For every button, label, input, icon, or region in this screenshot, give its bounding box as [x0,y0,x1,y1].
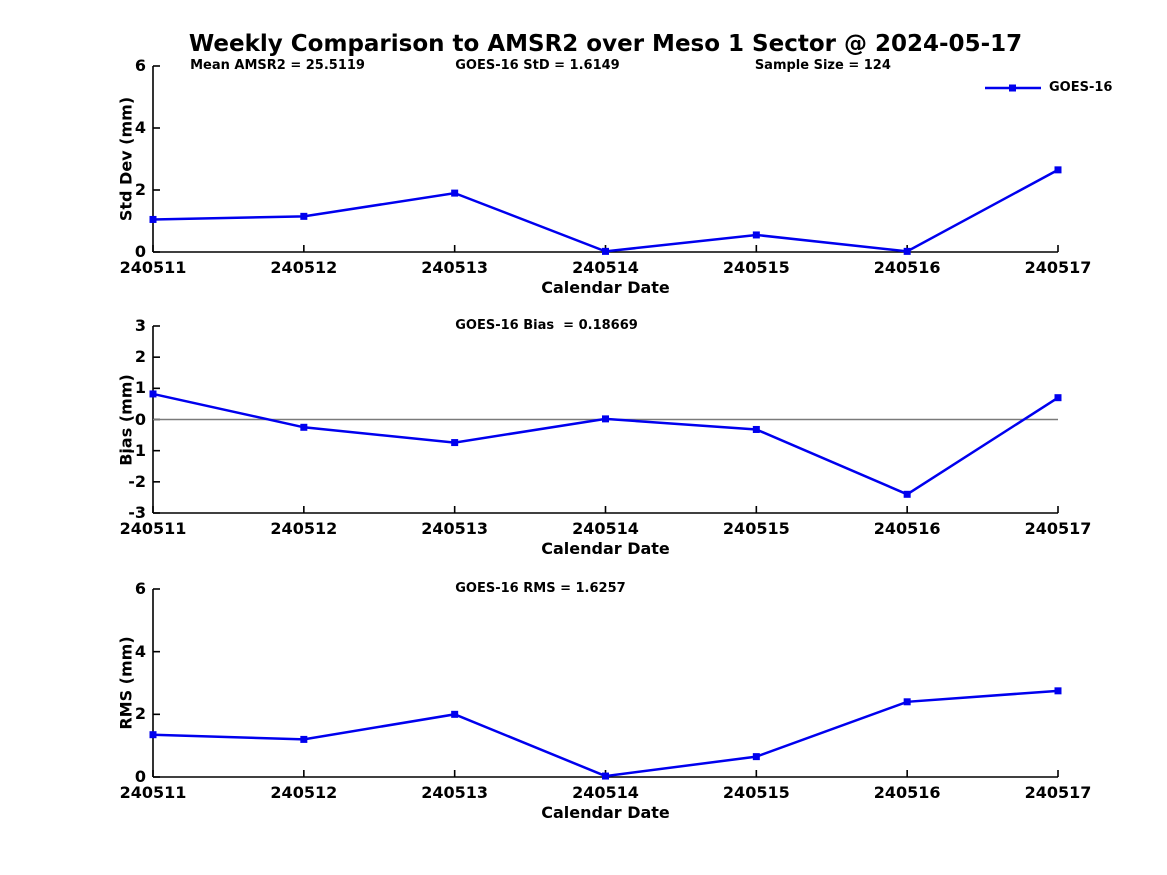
series-line-goes-16 [152,392,1059,496]
data-point-marker [1054,687,1062,695]
y-tick-label: 6 [134,579,146,598]
x-tick-label: 240513 [421,783,489,802]
chart-3 [149,588,1062,780]
y-tick-label: 4 [134,118,146,137]
y-tick-label: 3 [134,316,146,335]
y-tick-label: 6 [134,56,146,75]
x-tick-label: 240512 [270,258,338,277]
figure-title: Weekly Comparison to AMSR2 over Meso 1 S… [188,31,1023,57]
x-tick-label: 240517 [1024,519,1092,538]
y-tick-label: -1 [128,440,146,460]
data-point-marker [752,425,760,433]
legend: GOES-16 [985,80,1112,95]
data-point-marker [903,490,911,498]
x-axis-label: Calendar Date [541,278,670,297]
x-tick-label: 240515 [722,519,790,538]
data-point-marker [300,423,308,431]
data-point-marker [149,731,157,739]
y-axis-label: Bias (mm) [116,373,136,466]
data-point-marker [451,710,459,718]
x-tick-label: 240512 [270,783,338,802]
y-tick-label: 0 [134,242,146,261]
y-tick-label: 2 [134,180,146,199]
y-tick-label: 0 [134,767,146,786]
data-point-marker [149,215,157,223]
x-tick-label: 240514 [572,783,639,802]
y-tick-label: 0 [134,409,146,429]
x-tick-label: 240514 [572,519,639,538]
data-point-marker [451,189,459,197]
y-tick-label: 4 [134,641,146,661]
data-point-marker [903,247,911,255]
data-point-marker [149,390,157,398]
x-tick-label: 240516 [873,519,941,538]
data-point-marker [602,772,609,780]
data-point-marker [903,698,911,706]
chart-1 [149,65,1062,255]
annotation: Mean AMSR2 = 25.5119 [190,58,365,73]
series-line-goes-16 [152,689,1059,778]
x-tick-label: 240517 [1024,258,1092,277]
x-tick-label: 240516 [873,783,941,802]
y-tick-label: 1 [134,378,146,398]
x-axis-label: Calendar Date [541,803,670,822]
chart-2 [149,325,1062,514]
data-point-marker [752,231,760,239]
y-axis-label: RMS (mm) [116,636,136,730]
annotation: Sample Size = 124 [754,58,891,73]
y-tick-label: 2 [134,347,146,367]
x-tick-label: 240511 [119,258,187,277]
data-point-marker [602,415,609,423]
data-point-marker [300,735,308,743]
data-point-marker [451,439,459,447]
x-tick-label: 240516 [873,258,941,277]
annotation: GOES-16 RMS = 1.6257 [455,581,626,596]
data-point-marker [1054,394,1062,402]
x-tick-label: 240512 [270,519,338,538]
data-point-marker [602,247,609,255]
legend-line-sample [985,84,1041,91]
annotation: GOES-16 StD = 1.6149 [455,58,620,73]
x-tick-label: 240517 [1024,783,1092,802]
x-tick-label: 240513 [421,258,489,277]
y-axis-label: Std Dev (mm) [116,96,136,222]
x-tick-label: 240511 [119,783,187,802]
x-axis-label: Calendar Date [541,539,670,558]
data-point-marker [300,212,308,220]
data-point-marker [752,753,760,761]
x-tick-label: 240515 [722,258,790,277]
data-point-marker [1054,166,1062,174]
x-tick-label: 240514 [572,258,639,277]
x-tick-label: 240513 [421,519,489,538]
series-line-goes-16 [152,168,1059,253]
x-tick-label: 240515 [722,783,790,802]
y-tick-label: -3 [128,503,146,522]
y-tick-label: 2 [134,704,146,724]
y-tick-label: -2 [128,471,146,491]
legend-label: GOES-16 [1049,80,1113,95]
annotation: GOES-16 Bias = 0.18669 [455,318,638,333]
x-tick-label: 240511 [119,519,187,538]
